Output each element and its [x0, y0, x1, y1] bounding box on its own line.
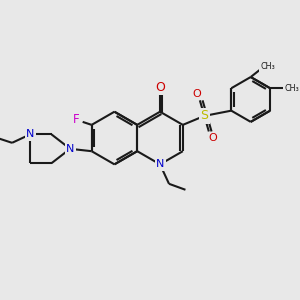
Text: O: O: [193, 89, 201, 99]
Text: N: N: [26, 129, 34, 140]
Text: N: N: [66, 144, 74, 154]
Text: N: N: [156, 159, 164, 170]
Text: F: F: [73, 113, 80, 126]
Text: CH₃: CH₃: [260, 62, 275, 71]
Text: O: O: [208, 133, 217, 143]
Text: CH₃: CH₃: [284, 84, 299, 93]
Text: S: S: [200, 110, 208, 122]
Text: O: O: [155, 81, 165, 94]
